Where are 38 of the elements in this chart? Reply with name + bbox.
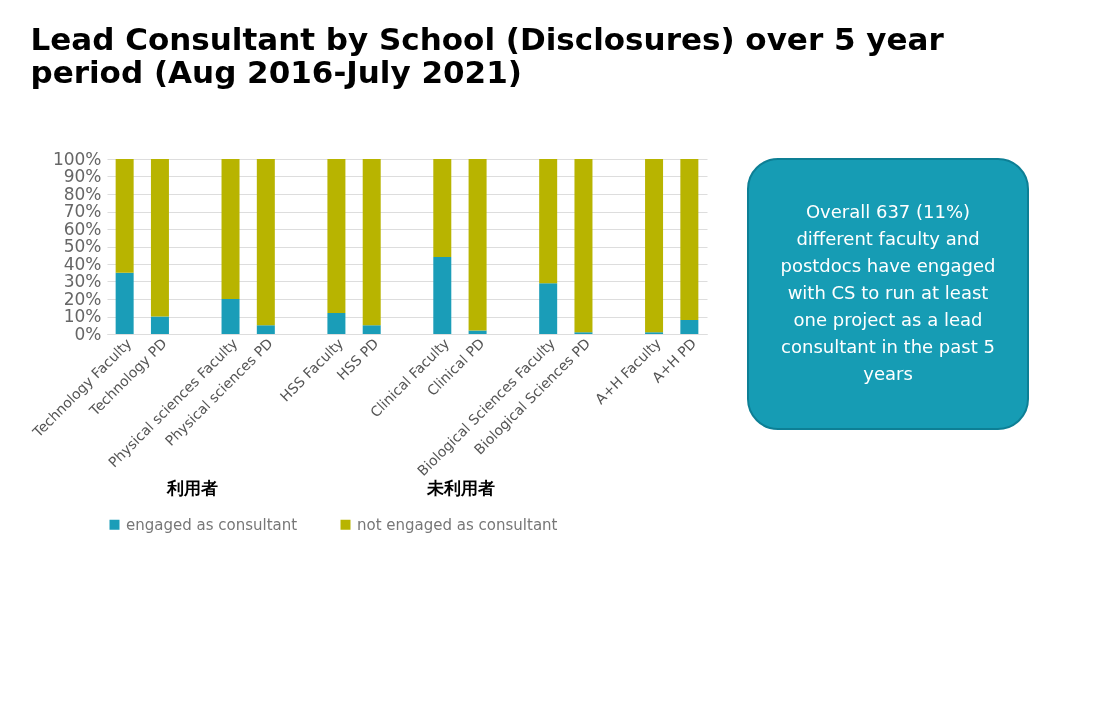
y-tick-label: 20%: [63, 288, 102, 309]
y-tick-label: 10%: [63, 306, 102, 326]
bar: [433, 159, 452, 257]
legend-label: engaged as consultant: [126, 515, 298, 534]
y-tick-label: 80%: [63, 183, 102, 204]
y-tick-label: 70%: [63, 201, 102, 221]
bar: [433, 257, 452, 334]
y-tick-label: 90%: [63, 166, 102, 186]
y-tick-label: 100%: [52, 148, 102, 169]
bar: [539, 283, 558, 334]
bar: [327, 159, 346, 313]
text: 利用者: [166, 478, 218, 498]
bar: [150, 159, 169, 317]
y-tick-label: 30%: [63, 271, 102, 291]
bar: [221, 299, 240, 334]
legend-label: not engaged as consultant: [357, 515, 558, 534]
y-tick-label: 50%: [63, 236, 102, 256]
bar: [645, 159, 664, 333]
bar: [256, 159, 275, 326]
y-tick-label: 40%: [63, 253, 102, 274]
bar: [539, 159, 558, 284]
bar: [115, 159, 134, 273]
bar: [680, 320, 699, 334]
bar: [256, 325, 275, 334]
bar: [221, 159, 240, 299]
bar: [574, 159, 593, 333]
bar: [680, 159, 699, 320]
bar: [468, 159, 487, 331]
bar: [362, 325, 381, 334]
bar: [327, 313, 346, 334]
text: 未利用者: [426, 478, 495, 498]
bar: [362, 159, 381, 326]
text: Overall 637 (11%) different faculty and postdocs have engaged with CS to run at least one project as a lead consultant in the past 5 years: [780, 200, 996, 385]
y-tick-label: 0%: [74, 323, 102, 344]
bar: [115, 272, 134, 334]
y-tick-label: 60%: [63, 218, 102, 239]
bar: [150, 316, 169, 334]
chart-title: Lead Consultant by School (Disclosures) over 5 year period (Aug 2016-July 2021): [30, 21, 945, 90]
